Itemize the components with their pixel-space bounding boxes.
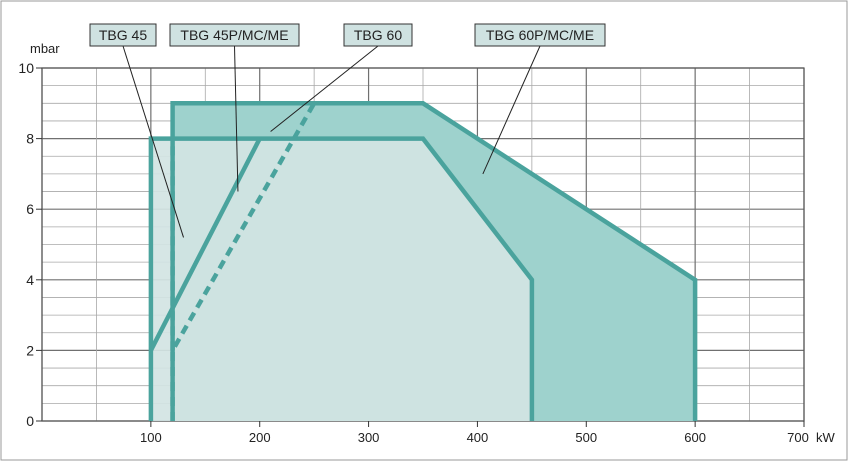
region-fill-tbg-45 xyxy=(150,138,532,421)
x-tick-label: 700 xyxy=(787,430,809,445)
y-tick-label: 10 xyxy=(18,60,34,76)
leader-line-tbg-60p-mc-me xyxy=(482,45,541,175)
y-tick-label: 0 xyxy=(26,413,34,429)
label-box-tbg-45 xyxy=(89,23,157,47)
series-lines xyxy=(148,101,698,421)
x-tick-label: 400 xyxy=(467,430,489,445)
axes: mbar kW 0 2 4 6 8 10 100 200 300 400 500 600 700 xyxy=(18,41,835,445)
x-tick-label: 100 xyxy=(140,430,162,445)
y-tick-label: 2 xyxy=(26,342,34,358)
y-tick-label: 6 xyxy=(26,201,34,217)
label-text-tbg-45: TBG 45 xyxy=(99,27,147,43)
series-labels: TBG 45 TBG 45P/MC/ME TBG 60 TBG 60P/MC/ME xyxy=(89,23,606,47)
series-line-tbg-45p-mc-me xyxy=(148,137,262,352)
label-box-tbg-60p-mc-me xyxy=(474,23,606,47)
y-unit-label: mbar xyxy=(30,41,60,56)
region-fills xyxy=(150,103,696,422)
x-tick-label: 500 xyxy=(575,430,597,445)
y-tick-label: 4 xyxy=(26,272,34,288)
leader-line-tbg-60 xyxy=(270,45,379,132)
x-tick-label: 600 xyxy=(684,430,706,445)
label-leaders xyxy=(122,45,541,238)
label-text-tbg-60p-mc-me: TBG 60P/MC/ME xyxy=(486,27,594,43)
label-text-tbg-60: TBG 60 xyxy=(354,27,402,43)
x-unit-label: kW xyxy=(816,430,836,445)
label-text-tbg-45p-mc-me: TBG 45P/MC/ME xyxy=(180,27,288,43)
x-tick-label: 300 xyxy=(358,430,380,445)
leader-line-tbg-45 xyxy=(122,45,184,238)
x-tick-label: 200 xyxy=(249,430,271,445)
label-box-tbg-45p-mc-me xyxy=(169,23,300,47)
series-line-tbg-60p-mc-me xyxy=(170,102,317,421)
leader-line-tbg-45p-mc-me xyxy=(234,45,239,192)
series-line-tbg-45 xyxy=(148,136,535,421)
label-box-tbg-60 xyxy=(343,23,413,47)
y-tick-label: 8 xyxy=(26,131,34,147)
